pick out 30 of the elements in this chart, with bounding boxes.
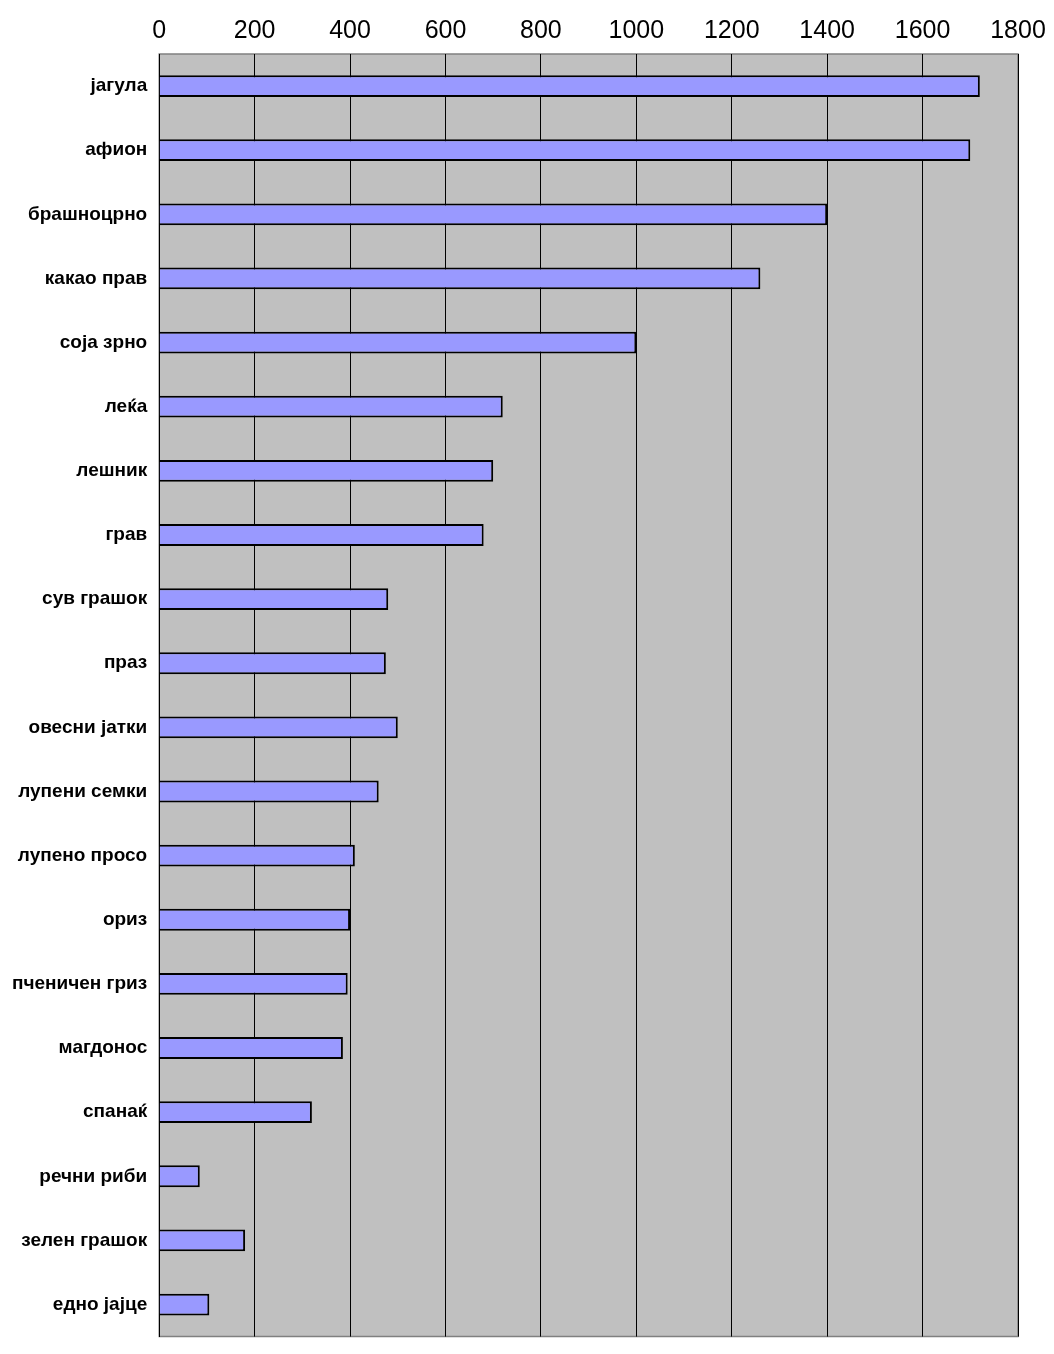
y-tick-label: зелен грашок [21, 1228, 148, 1250]
y-tick-label: лупено просо [17, 843, 148, 865]
y-tick-label: едно јајце [52, 1292, 148, 1314]
x-tick-label: 1600 [894, 14, 951, 43]
y-tick-label: грав [105, 523, 148, 545]
x-tick-label: 1800 [990, 14, 1046, 43]
x-tick-label: 400 [329, 14, 371, 43]
y-tick-label: лупени семки [18, 779, 148, 801]
y-tick-label: какао прав [44, 266, 148, 288]
y-tick-label: лешник [76, 459, 148, 481]
y-tick-label: речни риби [39, 1164, 148, 1186]
y-tick-label: овесни јатки [28, 715, 148, 737]
y-tick-label: брашноцрно [28, 202, 148, 224]
y-tick-label: праз [103, 651, 148, 673]
y-tick-label: пченичен гриз [11, 972, 148, 994]
y-tick-label: афион [85, 138, 148, 160]
x-tick-label: 1200 [703, 14, 760, 43]
y-tick-label: ориз [102, 907, 148, 929]
y-tick-label: магдонос [58, 1036, 148, 1058]
x-tick-label: 800 [520, 14, 562, 43]
y-tick-label: соја зрно [59, 330, 148, 352]
y-tick-label: сув грашок [42, 587, 148, 609]
y-tick-label: јагула [89, 74, 148, 96]
x-tick-label: 0 [152, 14, 167, 43]
x-tick-label: 1400 [799, 14, 855, 43]
x-tick-label: 600 [424, 14, 467, 43]
y-tick-label: спанаќ [83, 1100, 148, 1122]
x-tick-label: 1000 [608, 14, 665, 43]
x-tick-label: 200 [233, 14, 276, 43]
y-tick-label: леќа [104, 394, 148, 416]
